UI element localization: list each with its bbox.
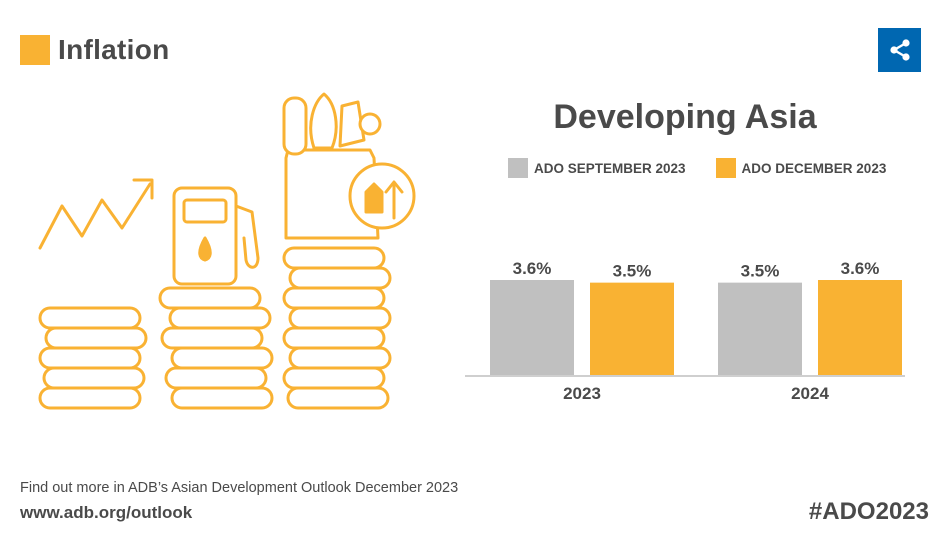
inflation-illustration: [38, 92, 416, 410]
legend-swatch-series-2: [715, 158, 736, 178]
share-icon: [889, 39, 910, 61]
chart-title: Developing Asia: [553, 98, 817, 136]
legend-item-series-2: ADO DECEMBER 2023: [715, 158, 887, 178]
data-label-2023-series-1: 3.6%: [513, 259, 552, 278]
x-tick-label-2023: 2023: [563, 384, 601, 403]
footer-note: Find out more in ADB’s Asian Development…: [20, 480, 459, 496]
fuel-pump-icon: [172, 186, 260, 286]
bar-2024-series-1: [718, 282, 802, 375]
bar-2024-series-2: [818, 280, 902, 375]
grocery-bag-icon: [282, 92, 416, 240]
legend-label-series-2: ADO DECEMBER 2023: [741, 160, 887, 176]
x-tick-label-2024: 2024: [791, 384, 829, 403]
bar-2023-series-2: [590, 282, 674, 375]
bar-chart: 3.6% 3.5% 2023 3.5% 3.6% 2024: [465, 259, 905, 403]
coin-stack-icon: [38, 306, 148, 410]
title-accent-square: [20, 35, 50, 65]
data-label-2024-series-2: 3.6%: [841, 259, 880, 278]
chart-legend: ADO SEPTEMBER 2023 ADO DECEMBER 2023: [508, 158, 916, 178]
legend-item-series-1: ADO SEPTEMBER 2023: [508, 158, 686, 178]
legend-swatch-series-1: [508, 158, 528, 178]
share-button[interactable]: [878, 28, 921, 72]
data-label-2024-series-1: 3.5%: [741, 262, 780, 281]
hashtag: #ADO2023: [808, 498, 929, 525]
coin-stack-icon: [282, 246, 392, 410]
coin-stack-icon: [158, 286, 274, 410]
header: Inflation: [20, 34, 170, 66]
bar-2023-series-1: [490, 280, 574, 375]
data-label-2023-series-2: 3.5%: [613, 262, 652, 281]
footer-url-link[interactable]: www.adb.org/outlook: [20, 503, 193, 522]
page-title: Inflation: [58, 34, 170, 65]
trend-arrow-icon: [38, 182, 152, 250]
legend-label-series-1: ADO SEPTEMBER 2023: [534, 160, 686, 176]
